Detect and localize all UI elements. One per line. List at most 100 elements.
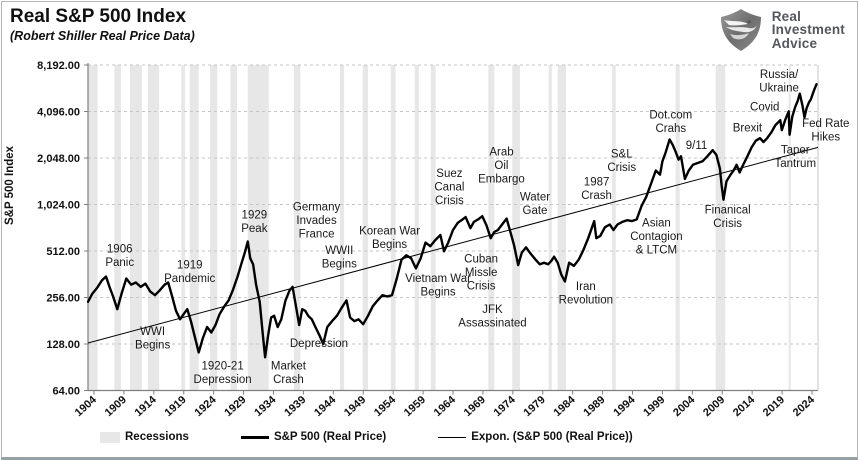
annotation-text: Begins — [372, 239, 407, 251]
x-tick-label: 1994 — [611, 393, 638, 419]
annotation-text: Crisis — [467, 280, 496, 292]
annotation-text: Market — [271, 361, 307, 373]
annotation-text: Pandemic — [164, 273, 215, 285]
eagle-shield-icon — [720, 9, 761, 51]
recession-band — [488, 65, 495, 391]
recession-band — [210, 65, 218, 391]
annotation-text: Tantrum — [774, 158, 816, 170]
chart-legend: Recessions S&P 500 (Real Price) Expon. (… — [100, 431, 633, 443]
x-tick-label: 1959 — [402, 394, 428, 419]
legend-label-expon: Expon. (S&P 500 (Real Price)) — [471, 431, 633, 443]
x-tick-label: 1944 — [312, 393, 339, 419]
brand-logo-text: Real Investment Advice — [772, 10, 845, 51]
recession-band — [675, 65, 680, 391]
x-tick-label: 2009 — [701, 394, 727, 419]
annotation-text: Crash — [581, 190, 612, 202]
recession-band — [88, 65, 98, 391]
recession-band — [293, 65, 301, 391]
brand-line-3: Advice — [771, 35, 818, 51]
x-tick-label: 1914 — [133, 393, 160, 419]
y-tick-label: 2,048.00 — [37, 153, 80, 165]
annotation-text: Embargo — [478, 174, 525, 186]
annotation-text: Canal — [434, 181, 464, 193]
annotation-text: Oil — [494, 160, 508, 172]
annotation-korean-war-begins: Korean War Begins — [359, 225, 420, 251]
x-tick-label: 1929 — [222, 394, 248, 419]
annotation-text: Depression — [194, 374, 252, 386]
annotation-text: 9/11 — [686, 140, 708, 152]
legend-item-sp500: S&P 500 (Real Price) — [240, 431, 387, 443]
annotation-text: Begins — [420, 286, 455, 298]
brand-line-2: Investment — [771, 22, 845, 38]
legend-label-sp500: S&P 500 (Real Price) — [273, 431, 387, 443]
annotation-nine-eleven: 9/11 — [686, 140, 708, 152]
annotation-text: Arab — [489, 147, 513, 159]
annotation-peak-1929: 1929 Peak — [241, 209, 267, 235]
annotation-text: Crisis — [435, 195, 464, 207]
x-tick-label: 1919 — [163, 394, 189, 419]
x-tick-label: 1934 — [252, 393, 279, 419]
annotation-text: Crash — [273, 374, 304, 386]
annotation-text: Crisis — [713, 218, 742, 230]
series-line-icon — [240, 435, 269, 439]
annotation-text: 1987 — [584, 177, 610, 189]
y-axis-title: S&P 500 Index — [4, 145, 16, 225]
y-tick-label: 1,024.00 — [37, 200, 80, 212]
annotation-text: Russia/ — [760, 69, 799, 81]
page-title: Real S&P 500 Index — [10, 6, 187, 27]
annotation-text: Cuban — [464, 253, 498, 265]
annotation-text: Water — [520, 192, 550, 204]
legend-item-expon: Expon. (S&P 500 (Real Price)) — [438, 431, 633, 443]
annotation-text: Suez — [436, 168, 462, 180]
annotation-text: Revolution — [559, 294, 613, 306]
recession-band — [548, 65, 552, 391]
x-tick-label: 1984 — [551, 393, 578, 419]
recession-swatch-icon — [100, 431, 120, 443]
annotation-text: Crahs — [655, 123, 686, 135]
annotation-text: Peak — [241, 223, 267, 235]
annotation-text: Fed Rate — [802, 118, 849, 130]
sp500-series-line — [86, 82, 818, 359]
trend-line — [87, 146, 819, 344]
annotation-text: Hikes — [811, 131, 840, 143]
annotation-text: WWII — [325, 245, 353, 257]
annotation-text: Brexit — [733, 123, 763, 135]
recession-band — [557, 65, 567, 391]
x-tick-label: 1979 — [522, 394, 548, 419]
annotation-text: 1906 — [107, 244, 133, 256]
annotation-text: Korean War — [359, 225, 420, 237]
x-tick-label: 1954 — [372, 393, 399, 419]
recession-band — [147, 65, 160, 391]
annotation-text: Begins — [135, 340, 170, 352]
annotation-text: & LTCM — [636, 245, 677, 257]
recession-band — [247, 65, 269, 391]
recession-band — [114, 65, 121, 391]
x-tick-label: 2014 — [731, 393, 758, 419]
x-tick-label: 1969 — [462, 394, 488, 419]
annotation-depression: Depression — [290, 338, 348, 350]
annotation-wwi-begins: WWI Begins — [135, 326, 170, 352]
recession-band — [362, 65, 369, 391]
annotation-text: Ukraine — [759, 82, 799, 94]
y-tick-label: 8,192.00 — [37, 60, 80, 72]
x-tick-label: 1974 — [492, 393, 519, 419]
y-tick-label: 256.00 — [46, 293, 80, 305]
recession-band — [339, 65, 345, 391]
annotation-russia-ukraine: Russia/Ukraine — [759, 69, 799, 95]
recession-band — [230, 65, 237, 391]
annotation-text: Missle — [465, 267, 498, 279]
